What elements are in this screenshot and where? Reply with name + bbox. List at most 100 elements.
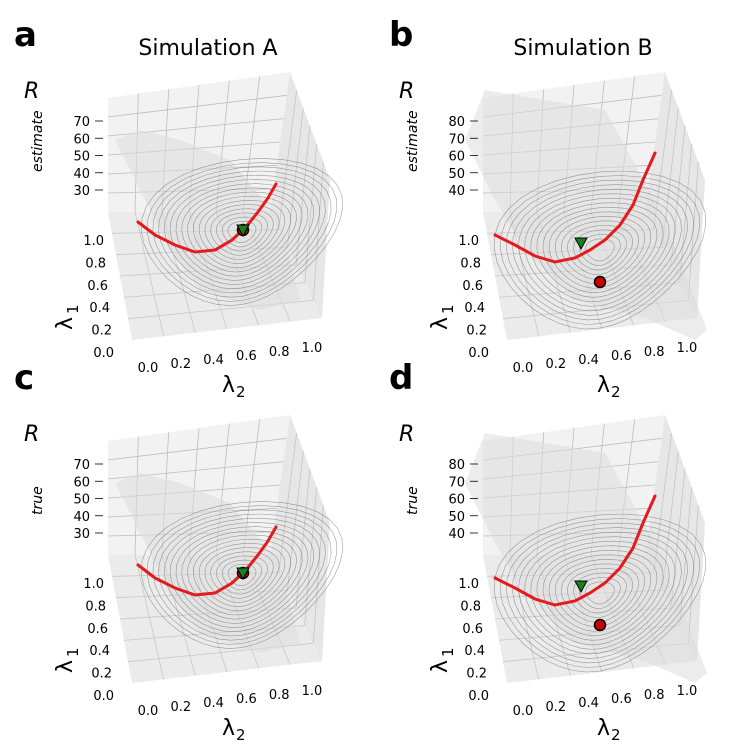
y-tick-label: 0.2: [91, 667, 112, 682]
contour-line: [187, 534, 297, 616]
y-tick-label: 0.6: [462, 279, 483, 294]
y-tick-label: 0.4: [89, 301, 110, 316]
contour-line: [524, 536, 676, 650]
contour-line: [192, 538, 292, 612]
y-tick-label: 0.8: [85, 256, 106, 271]
x-tick-label: 0.8: [269, 688, 290, 703]
contour-line: [518, 531, 682, 655]
contour-line: [198, 542, 286, 608]
contour-line: [181, 530, 303, 620]
contour-line: [187, 191, 297, 273]
panel-letter: b: [389, 15, 413, 55]
z-tick-label: 70: [73, 458, 90, 473]
z-tick-label: 50: [448, 167, 465, 182]
panel-title: Simulation A: [138, 36, 277, 61]
contour-line: [146, 162, 338, 302]
contour-line: [169, 179, 315, 285]
contour-line: [542, 206, 658, 294]
x-axis-label-sub: 2: [611, 726, 621, 744]
z-tick-label: 40: [73, 510, 90, 525]
panel-letter: a: [14, 15, 37, 55]
y-tick-label: 0.6: [462, 622, 483, 637]
contour-line: [499, 518, 701, 668]
estimated-optimum-marker: [236, 567, 250, 581]
y-tick-label: 1.0: [83, 577, 104, 592]
panel-title: Simulation B: [513, 36, 652, 61]
contour-line: [573, 572, 627, 614]
contour-line: [181, 187, 303, 277]
contour-line: [506, 179, 694, 321]
grid-line: [304, 143, 318, 283]
z-axis-label: R: [399, 422, 414, 447]
contour-line: [573, 229, 627, 271]
z-tick-label: 70: [73, 115, 90, 130]
contour-line: [152, 166, 332, 298]
true-optimum-marker: [593, 618, 607, 632]
z-tick-label: 50: [73, 493, 90, 508]
contour-line: [506, 522, 694, 664]
z-tick-label: 60: [448, 493, 465, 508]
side-pane: [270, 415, 330, 661]
panel-letter: c: [14, 358, 34, 398]
z-tick-label: 80: [448, 115, 465, 130]
y-tick-label: 0.2: [466, 667, 487, 682]
contour-line: [158, 513, 326, 637]
x-tick-label: 0.2: [170, 700, 191, 715]
x-tick-label: 0.0: [138, 361, 159, 376]
contour-line: [493, 170, 707, 330]
x-tick-label: 0.4: [578, 353, 599, 368]
x-axis-label-sub: 2: [236, 726, 246, 744]
x-tick-label: 0.0: [138, 704, 159, 719]
z-tick-label: 50: [73, 150, 90, 165]
z-tick-label: 40: [73, 167, 90, 182]
x-axis-label: λ: [597, 716, 610, 741]
x-tick-label: 0.0: [513, 361, 534, 376]
optimal-curve: [136, 182, 278, 254]
x-tick-label: 1.0: [677, 341, 698, 356]
contour-line: [169, 522, 315, 628]
contour-line: [548, 211, 652, 289]
x-tick-label: 0.8: [644, 345, 665, 360]
contour-line: [530, 540, 670, 646]
y-tick-label: 0.0: [468, 346, 489, 361]
contour-line: [524, 193, 676, 307]
z-tick-label: 30: [73, 527, 90, 542]
x-tick-label: 1.0: [677, 684, 698, 699]
x-tick-label: 0.8: [644, 688, 665, 703]
grid-line: [278, 432, 298, 573]
y-tick-label: 1.0: [458, 577, 479, 592]
contour-line: [152, 509, 332, 641]
grid-line: [295, 125, 311, 266]
x-tick-label: 0.6: [611, 692, 632, 707]
y-axis-label: λ: [428, 317, 453, 330]
contour-line: [512, 527, 688, 659]
z-axis-label: R: [399, 79, 414, 104]
x-tick-label: 0.6: [236, 349, 257, 364]
contour-line: [518, 188, 682, 312]
contour-line: [554, 558, 646, 628]
z-axis-label: R: [24, 79, 39, 104]
contour-line: [146, 505, 338, 645]
contour-line: [579, 234, 621, 266]
z-axis-label-sub: true: [405, 486, 421, 515]
estimated-optimum-marker: [574, 580, 588, 594]
x-tick-label: 0.0: [513, 704, 534, 719]
contour-line: [499, 175, 701, 325]
panel-c: c 70 60 50 40 30 1.0 0.8 0.6 0.4 0.2 0.0 0.0 0.2 0.4 0.…: [14, 358, 344, 744]
z-axis-label-sub: true: [30, 486, 46, 515]
grid-line: [295, 468, 311, 609]
estimated-optimum-marker: [236, 224, 250, 238]
y-tick-label: 0.8: [460, 256, 481, 271]
x-tick-label: 0.2: [545, 700, 566, 715]
z-axis-label-sub: estimate: [405, 110, 421, 172]
y-axis-label-sub: 1: [64, 304, 82, 314]
true-optimum-marker: [593, 275, 607, 289]
grid-line: [687, 161, 699, 301]
y-axis-label-sub: 1: [64, 647, 82, 657]
surface: [465, 433, 707, 683]
z-tick-label: 40: [448, 527, 465, 542]
x-tick-label: 1.0: [302, 684, 323, 699]
y-axis-label: λ: [53, 660, 78, 673]
y-axis-label: λ: [428, 660, 453, 673]
contour-line: [530, 197, 670, 303]
